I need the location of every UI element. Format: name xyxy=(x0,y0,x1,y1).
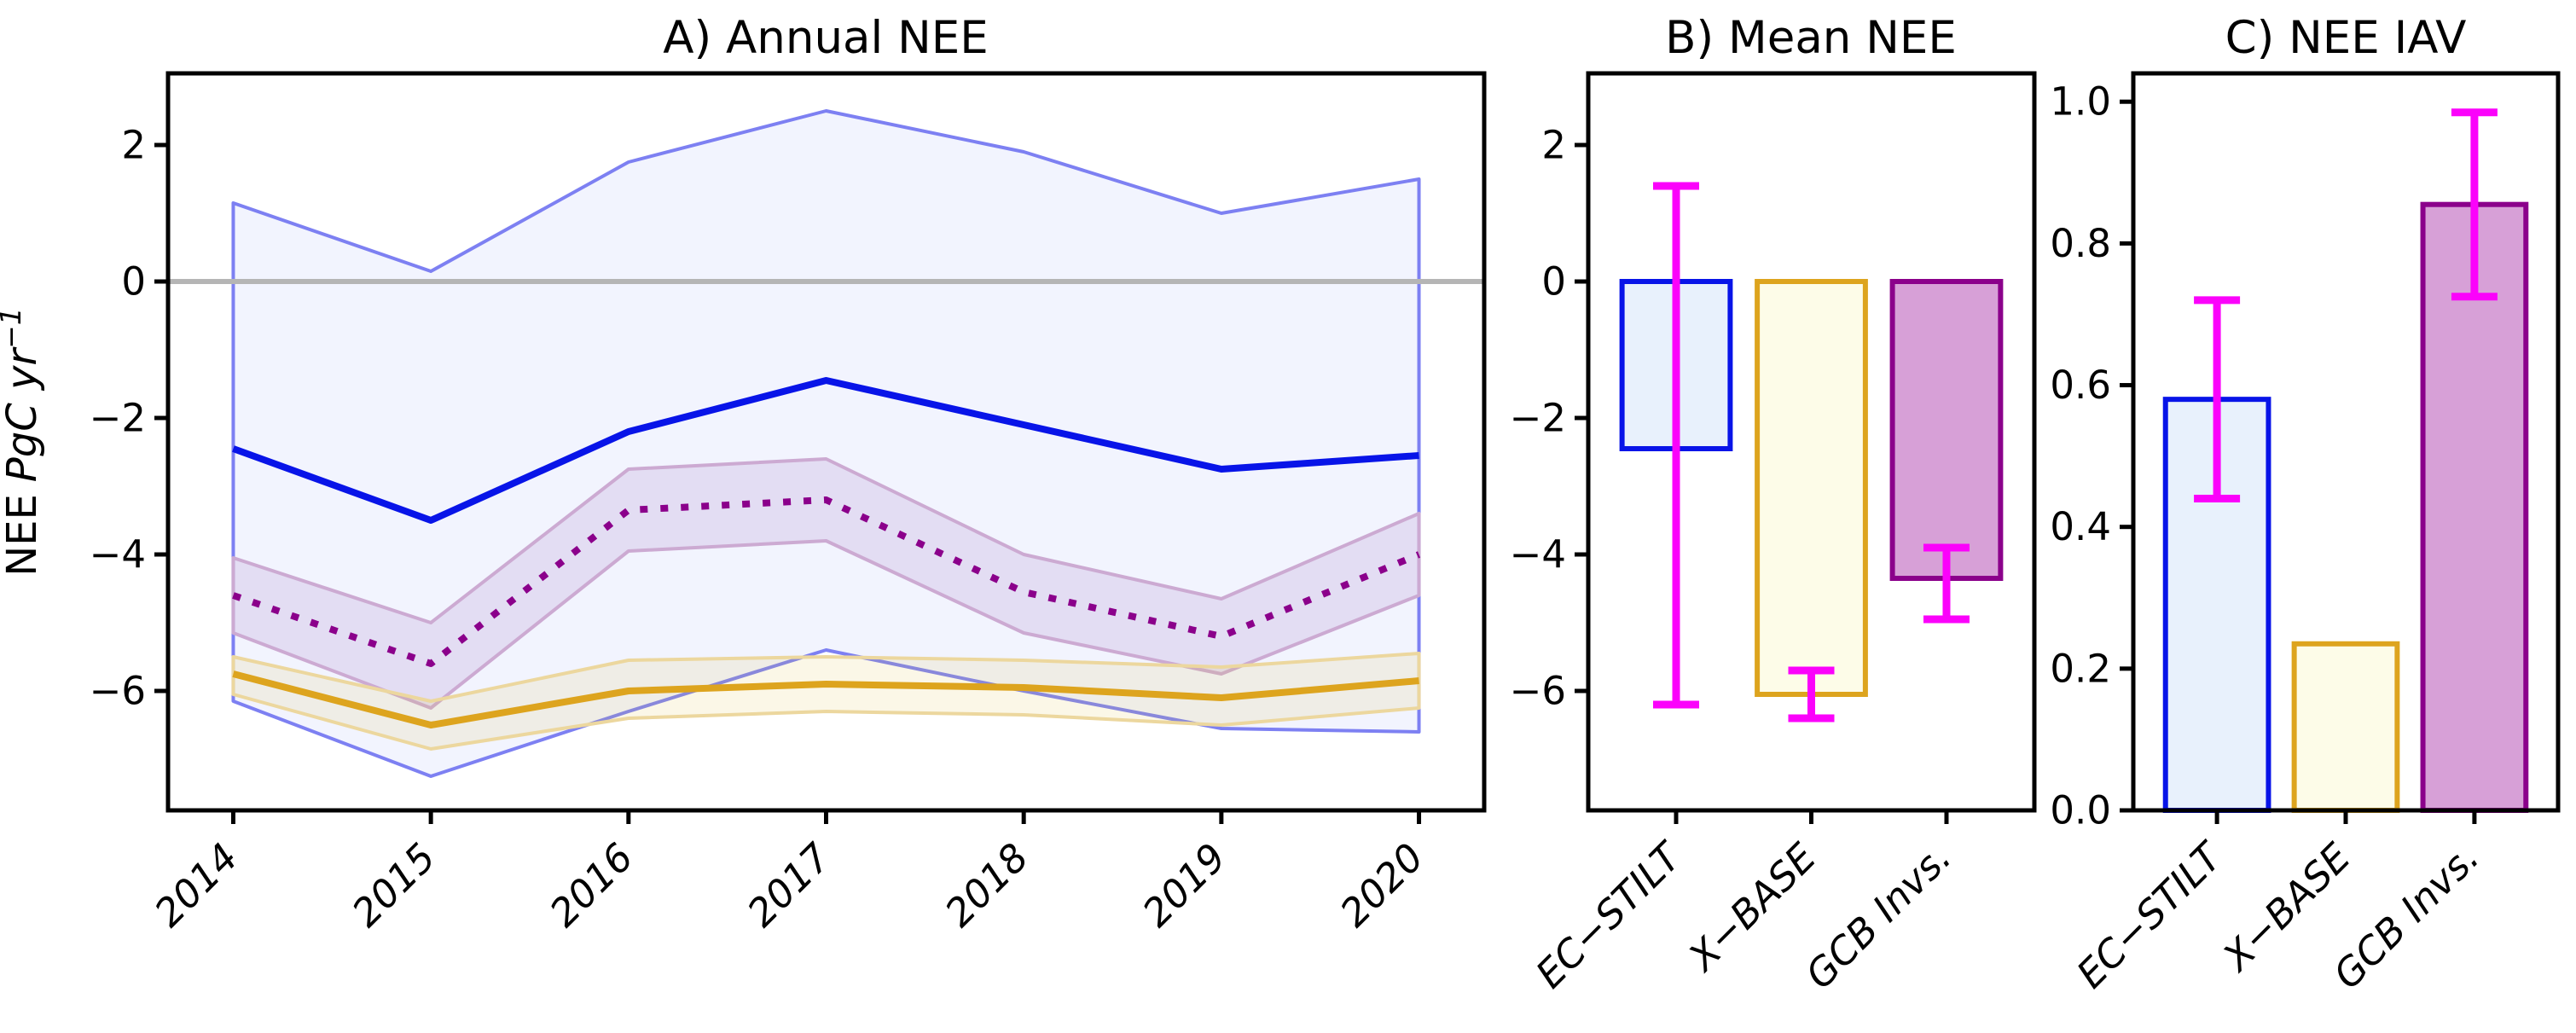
x-tick-label: EC−STILT xyxy=(1527,833,1691,997)
y-tick-label: 0.4 xyxy=(2050,504,2111,549)
x-tick-label: 2015 xyxy=(343,834,444,935)
bar-gcb-invs- xyxy=(2420,201,2529,813)
y-axis-label-prefix: NEE xyxy=(0,494,46,577)
x-tick-label: 2020 xyxy=(1332,834,1432,935)
y-tick-label: 1.0 xyxy=(2050,79,2111,125)
y-tick-label: 0.2 xyxy=(2050,646,2111,691)
x-tick-label: GCB Invs. xyxy=(1796,834,1959,997)
uncertainty-band-x-base xyxy=(231,652,1421,751)
panel-b-plot xyxy=(1619,182,2004,723)
x-tick-label: 2019 xyxy=(1134,834,1234,935)
x-tick-label: 2014 xyxy=(146,834,247,935)
series-line-x-base xyxy=(232,670,1419,728)
y-axis-label-superscript: −1 xyxy=(0,307,27,349)
y-tick-label: 0 xyxy=(121,259,146,305)
panel-a-title: A) Annual NEE xyxy=(663,12,988,64)
x-tick-label: EC−STILT xyxy=(2068,833,2232,997)
y-tick-label: 2 xyxy=(121,123,146,168)
panel-a-plot xyxy=(168,109,1484,778)
series-line-gcb-invs- xyxy=(232,496,1421,667)
bar-x-base xyxy=(1755,279,1868,697)
panel-c-title: C) NEE IAV xyxy=(2225,12,2467,64)
y-tick-label: −6 xyxy=(90,669,146,714)
y-tick-label: 0.6 xyxy=(2050,363,2111,408)
y-tick-label: 0 xyxy=(1541,259,1566,305)
x-tick-label: 2018 xyxy=(936,834,1036,935)
series-line-ec-stilt xyxy=(232,377,1419,524)
y-tick-label: 0.0 xyxy=(2050,788,2111,833)
y-axis-label: NEE PgC yr−1 xyxy=(0,307,46,577)
y-tick-label: −4 xyxy=(1510,532,1566,577)
y-tick-label: −2 xyxy=(90,396,146,441)
panel-b-title: B) Mean NEE xyxy=(1665,12,1957,64)
y-tick-label: 2 xyxy=(1541,123,1566,168)
y-tick-label: −4 xyxy=(90,532,146,577)
uncertainty-band-gcb-invs- xyxy=(231,457,1421,710)
y-axis-label-units: PgC yr xyxy=(0,346,46,483)
y-tick-label: −6 xyxy=(1510,669,1566,714)
panel-c-plot xyxy=(2162,108,2529,813)
x-tick-label: 2017 xyxy=(739,834,840,936)
uncertainty-band-ec-stilt xyxy=(231,109,1421,778)
y-tick-label: −2 xyxy=(1510,396,1566,441)
y-tick-label: 0.8 xyxy=(2050,221,2111,266)
bar-x-base xyxy=(2291,641,2400,813)
bar-gcb-invs- xyxy=(1889,279,2004,581)
x-tick-label: 2016 xyxy=(541,834,641,935)
